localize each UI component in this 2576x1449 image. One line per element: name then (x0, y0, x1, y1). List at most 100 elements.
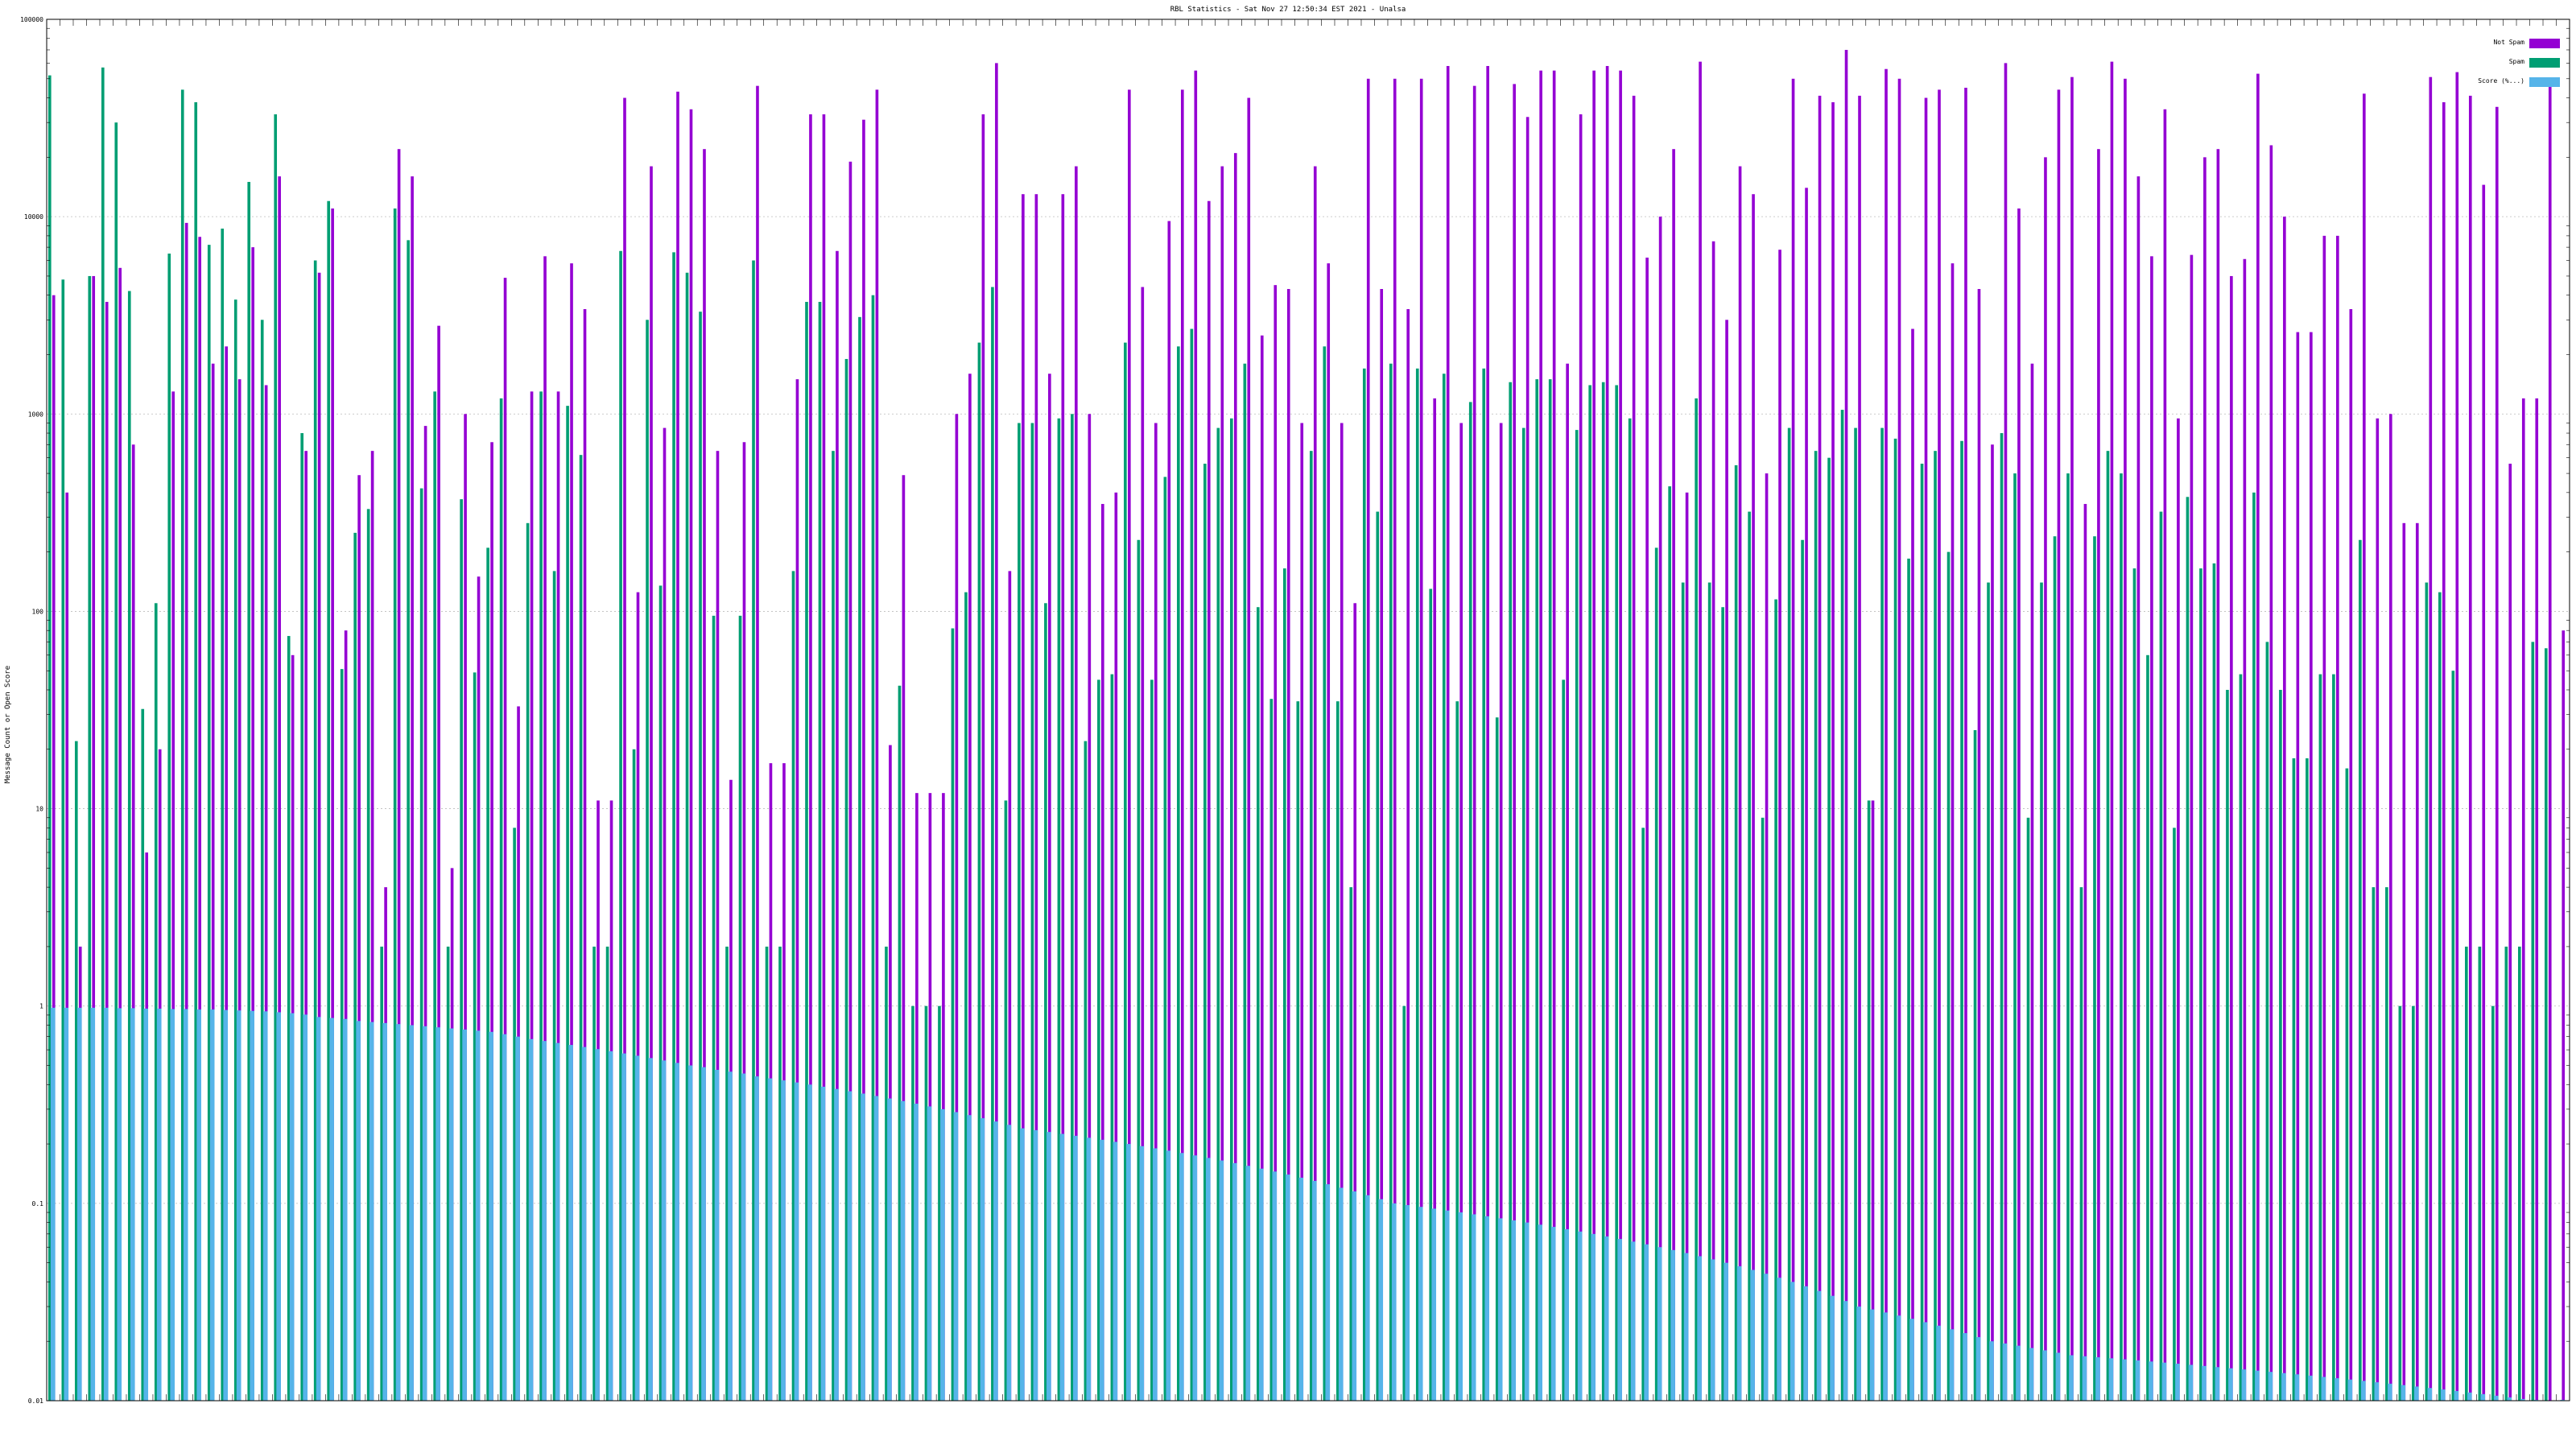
spam-bar (1734, 464, 1738, 1402)
score-bar (807, 1084, 812, 1401)
not-spam-bar (464, 414, 467, 1401)
spam-bar (1468, 402, 1472, 1401)
score-bar (90, 1007, 96, 1401)
spam-bar (1323, 346, 1327, 1402)
spam-bar (2318, 674, 2322, 1401)
spam-bar (2199, 568, 2202, 1401)
score-bar (2241, 1369, 2247, 1401)
not-spam-bar (968, 374, 972, 1401)
spam-bar (778, 946, 782, 1401)
spam-bar (1774, 599, 1777, 1401)
score-bar (2255, 1370, 2260, 1401)
not-spam-bar (1008, 571, 1012, 1401)
not-spam-bar (1778, 250, 1781, 1402)
spam-bar (1946, 551, 1951, 1401)
spam-bar (221, 228, 225, 1402)
spam-bar (2066, 473, 2070, 1401)
not-spam-bar (1791, 78, 1795, 1401)
score-bar (741, 1073, 746, 1401)
not-spam-bar (184, 222, 188, 1401)
not-spam-bar (1525, 117, 1530, 1401)
spam-bar (486, 547, 489, 1402)
score-bar (1073, 1135, 1078, 1401)
spam-bar (977, 342, 981, 1401)
spam-bar (712, 615, 716, 1401)
not-spam-bar (503, 278, 507, 1402)
score-bar (50, 1007, 56, 1401)
score-bar (1922, 1322, 1928, 1401)
not-spam-bar (2521, 398, 2525, 1401)
not-spam-bar (1592, 70, 1596, 1401)
score-bar (1378, 1199, 1384, 1401)
not-spam-bar (1419, 78, 1423, 1401)
spam-bar (247, 181, 251, 1402)
score-bar (1232, 1162, 1237, 1401)
not-spam-bar (92, 275, 96, 1402)
spam-bar (1535, 379, 1539, 1401)
spam-bar (658, 585, 663, 1401)
not-spam-bar (1446, 65, 1450, 1402)
spam-bar (393, 208, 397, 1401)
spam-bar (61, 279, 65, 1401)
spam-bar (1920, 464, 1924, 1401)
not-spam-bar (875, 89, 879, 1401)
not-spam-bar (1977, 289, 1981, 1401)
score-bar (143, 1008, 149, 1401)
spam-bar (1601, 382, 1605, 1402)
score-bar (1975, 1337, 1981, 1401)
score-bar (475, 1030, 481, 1401)
not-spam-bar (1938, 89, 1941, 1401)
score-bar (2533, 1399, 2539, 1401)
not-spam-bar (1619, 70, 1622, 1401)
not-spam-bar (264, 385, 268, 1402)
not-spam-bar (278, 176, 281, 1402)
spam-bar (1150, 679, 1154, 1401)
not-spam-bar (1260, 335, 1264, 1402)
not-spam-bar (1672, 149, 1675, 1402)
spam-bar (2292, 758, 2296, 1401)
not-spam-bar (650, 166, 653, 1401)
score-bar (223, 1009, 228, 1401)
score-bar (382, 1022, 387, 1401)
spam-bar (526, 522, 530, 1401)
spam-bar (1827, 457, 1831, 1402)
not-spam-bar (1433, 398, 1437, 1401)
score-bar (1577, 1231, 1583, 1401)
spam-bar (2491, 1005, 2495, 1401)
score-bar (2361, 1381, 2366, 1401)
spam-bar (1415, 368, 1419, 1401)
spam-bar (1243, 363, 1247, 1402)
spam-bar (167, 254, 171, 1401)
spam-bar (2518, 946, 2521, 1401)
score-bar (1750, 1269, 1755, 1401)
not-spam-bar (198, 237, 201, 1401)
spam-bar (499, 398, 503, 1401)
score-bar (2388, 1383, 2392, 1401)
score-bar (1630, 1241, 1636, 1401)
spam-bar (1495, 717, 1499, 1401)
spam-bar (1654, 547, 1658, 1402)
score-bar (728, 1071, 733, 1401)
spam-bar (1707, 582, 1711, 1401)
score-bar (1139, 1146, 1145, 1401)
spam-bar (1748, 511, 1751, 1401)
score-bar (687, 1065, 693, 1401)
spam-bar (460, 499, 463, 1401)
score-bar (1683, 1253, 1689, 1401)
not-spam-bar (623, 97, 626, 1401)
not-spam-bar (490, 442, 493, 1401)
spam-bar (180, 89, 184, 1401)
not-spam-bar (1141, 287, 1145, 1401)
spam-bar (2425, 582, 2429, 1401)
score-bar (1192, 1155, 1198, 1401)
not-spam-bar (1632, 95, 1636, 1401)
not-spam-bar (2124, 78, 2127, 1401)
not-spam-bar (1393, 78, 1397, 1401)
spam-bar (646, 320, 649, 1401)
score-bar (1896, 1315, 1901, 1401)
spam-bar (1509, 382, 1513, 1402)
not-spam-bar (1194, 70, 1198, 1401)
score-bar (980, 1118, 985, 1401)
not-spam-bar (955, 414, 959, 1401)
score-bar (1405, 1205, 1410, 1401)
